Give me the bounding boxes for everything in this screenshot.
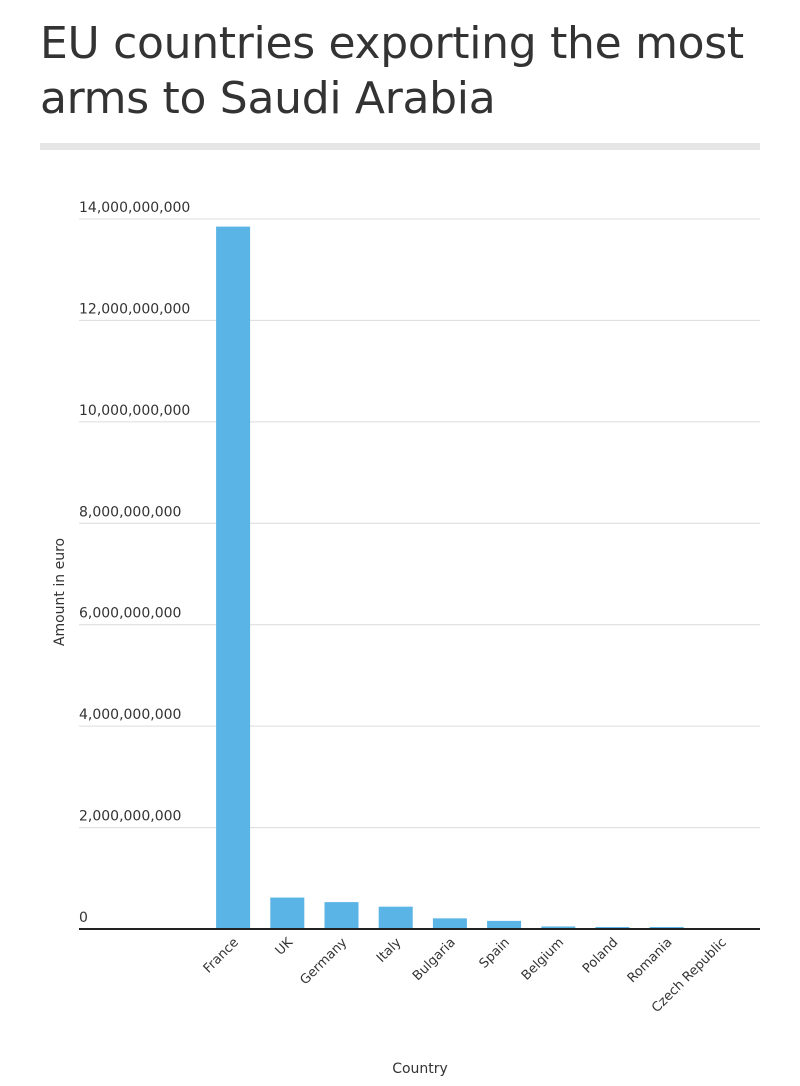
y-tick-label: 6,000,000,000 bbox=[79, 606, 181, 622]
x-tick-label: Poland bbox=[580, 935, 621, 976]
y-tick-label: 14,000,000,000 bbox=[79, 200, 190, 216]
bar-belgium bbox=[541, 926, 576, 929]
bar-bulgaria bbox=[432, 918, 467, 929]
x-tick-label: Germany bbox=[297, 935, 350, 988]
y-tick-label: 2,000,000,000 bbox=[79, 809, 181, 825]
x-axis-title: Country bbox=[392, 1061, 448, 1077]
chart-title: EU countries exporting the most arms to … bbox=[40, 18, 744, 124]
x-axis-ticks: France UK Germany Italy Bulgaria Spain Belgium… bbox=[201, 935, 730, 1016]
bar-italy bbox=[378, 906, 413, 929]
y-tick-label: 10,000,000,000 bbox=[79, 403, 190, 419]
y-axis-ticks: 0 2,000,000,000 4,000,000,000 6,000,000,000… bbox=[79, 200, 190, 926]
bar-germany bbox=[324, 902, 359, 929]
x-tick-label: France bbox=[201, 935, 242, 976]
bars bbox=[216, 226, 738, 929]
bar-spain bbox=[487, 920, 522, 929]
y-tick-label: 8,000,000,000 bbox=[79, 504, 181, 520]
title-divider bbox=[40, 143, 760, 150]
x-tick-label: Bulgaria bbox=[410, 935, 459, 984]
x-tick-label: UK bbox=[273, 935, 297, 959]
x-tick-label: Romania bbox=[625, 935, 676, 986]
x-tick-label: Belgium bbox=[519, 935, 567, 983]
y-tick-label: 0 bbox=[79, 910, 88, 926]
x-tick-label: Spain bbox=[477, 935, 513, 971]
x-tick-label: Italy bbox=[374, 935, 405, 966]
y-tick-label: 4,000,000,000 bbox=[79, 707, 181, 723]
y-tick-label: 12,000,000,000 bbox=[79, 301, 190, 317]
y-axis-title: Amount in euro bbox=[52, 538, 68, 646]
bar-romania bbox=[649, 926, 684, 929]
bar-france bbox=[216, 226, 251, 929]
bar-poland bbox=[595, 926, 630, 929]
gridlines bbox=[79, 218, 760, 829]
bar-uk bbox=[270, 897, 305, 929]
